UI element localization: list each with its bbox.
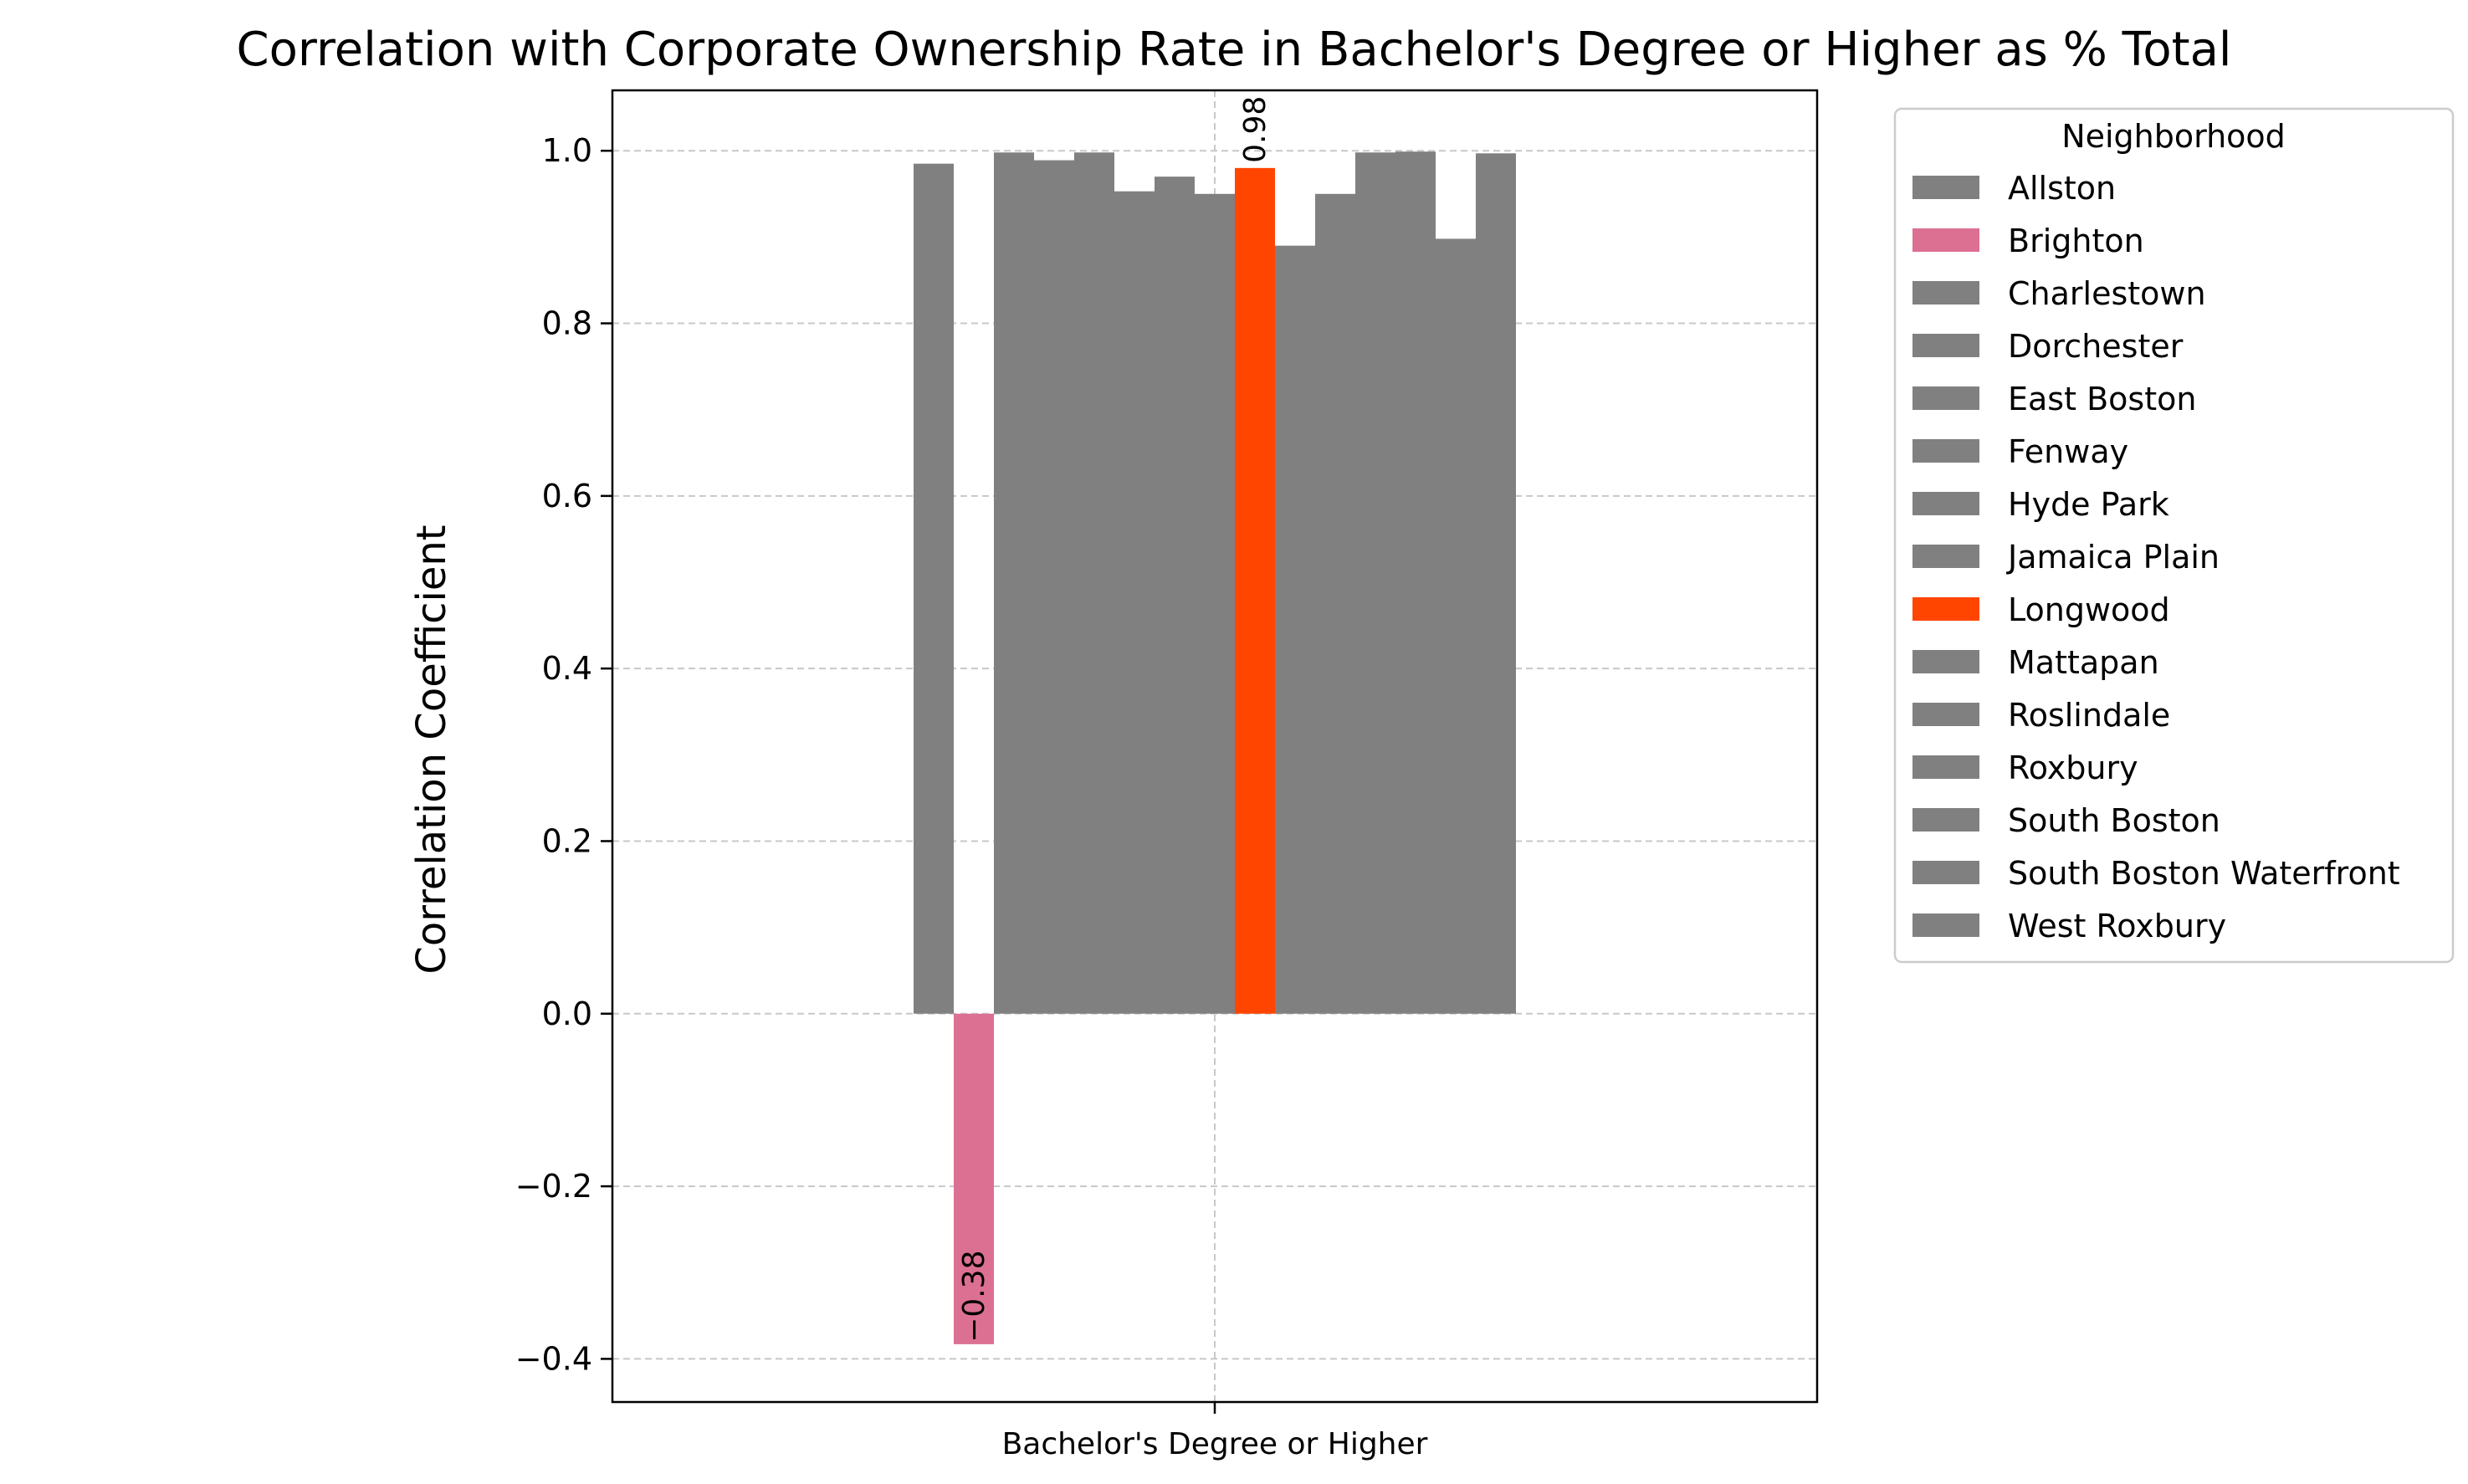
x-tick-label: Bachelor's Degree or Higher bbox=[1002, 1427, 1428, 1461]
legend-entry: South Boston bbox=[2008, 802, 2220, 839]
legend-entry: Brighton bbox=[2008, 223, 2144, 259]
bar bbox=[1195, 193, 1235, 1014]
legend-swatch bbox=[1912, 334, 1979, 357]
legend-swatch bbox=[1912, 703, 1979, 726]
legend-entry: Roxbury bbox=[2008, 750, 2138, 786]
legend-frame bbox=[1893, 107, 2455, 964]
y-tick-label: 0.0 bbox=[542, 995, 592, 1032]
legend-swatch bbox=[1912, 650, 1979, 673]
legend-entry: South Boston Waterfront bbox=[2008, 855, 2400, 892]
legend-entry: Charlestown bbox=[2008, 275, 2206, 312]
legend-entry: West Roxbury bbox=[2008, 908, 2226, 944]
legend-entry: Jamaica Plain bbox=[2006, 539, 2220, 576]
bar bbox=[1395, 151, 1436, 1014]
legend-swatch bbox=[1912, 386, 1979, 410]
y-axis-label: Correlation Coefficient bbox=[408, 525, 455, 974]
bar bbox=[1074, 152, 1114, 1014]
bar bbox=[1315, 193, 1355, 1014]
bar bbox=[954, 1013, 994, 1344]
bar bbox=[914, 163, 954, 1014]
legend-swatch bbox=[1912, 492, 1979, 515]
bars bbox=[914, 151, 1516, 1344]
chart-title: Correlation with Corporate Ownership Rat… bbox=[237, 23, 2232, 77]
bar-value-label: 0.98 bbox=[1238, 96, 1272, 163]
y-tick-label: 0.6 bbox=[542, 478, 592, 514]
legend-swatch bbox=[1912, 755, 1979, 779]
bar bbox=[1436, 238, 1476, 1014]
legend-swatch bbox=[1912, 176, 1979, 199]
y-axis: −0.4 −0.2 0.0 0.2 0.4 0.6 0.8 1.0 bbox=[515, 132, 612, 1377]
legend-entry: Dorchester bbox=[2008, 328, 2184, 365]
legend-entry: Allston bbox=[2008, 170, 2116, 207]
legend-swatch bbox=[1912, 808, 1979, 832]
y-tick-label: −0.2 bbox=[515, 1168, 592, 1205]
legend-entry: East Boston bbox=[2008, 381, 2196, 417]
y-tick-label: 0.8 bbox=[542, 305, 592, 342]
x-axis: Bachelor's Degree or Higher bbox=[1002, 1402, 1428, 1461]
bar bbox=[1476, 153, 1516, 1014]
legend-swatch bbox=[1912, 228, 1979, 252]
bar bbox=[1235, 167, 1275, 1014]
bar bbox=[1114, 191, 1155, 1014]
legend-swatch bbox=[1912, 597, 1979, 621]
legend-swatch bbox=[1912, 861, 1979, 884]
legend-entry: Roslindale bbox=[2008, 697, 2170, 734]
legend-entry: Fenway bbox=[2008, 433, 2128, 470]
legend-swatch bbox=[1912, 545, 1979, 568]
legend-entry: Longwood bbox=[2008, 591, 2170, 628]
y-tick-label: 0.4 bbox=[542, 650, 592, 687]
bar bbox=[994, 152, 1034, 1014]
y-tick-label: 0.2 bbox=[542, 822, 592, 859]
bar bbox=[1275, 245, 1315, 1014]
legend-entry: Hyde Park bbox=[2008, 486, 2169, 523]
legend-swatch bbox=[1912, 281, 1979, 304]
bar bbox=[1155, 177, 1195, 1014]
bar-value-label: −0.38 bbox=[957, 1251, 991, 1343]
legend-entry: Mattapan bbox=[2008, 644, 2159, 681]
bar bbox=[1034, 160, 1074, 1014]
legend: Neighborhood Allston Brighton Charlestown D… bbox=[1893, 107, 2455, 964]
bar bbox=[1355, 152, 1395, 1014]
legend-swatch bbox=[1912, 913, 1979, 937]
y-tick-label: −0.4 bbox=[515, 1340, 592, 1377]
legend-swatch bbox=[1912, 439, 1979, 463]
y-tick-label: 1.0 bbox=[542, 132, 592, 169]
legend-title: Neighborhood bbox=[2061, 118, 2286, 155]
bar-labels: −0.38 0.98 bbox=[957, 96, 1272, 1343]
